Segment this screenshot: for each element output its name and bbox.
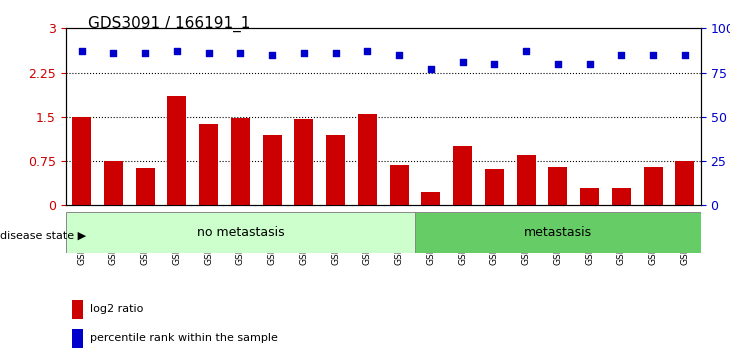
Point [488, 61, 500, 67]
Bar [390, 165, 409, 205]
Point [171, 48, 182, 54]
Bar [136, 168, 155, 205]
Point [139, 50, 151, 56]
Point [615, 52, 627, 58]
Bar [453, 146, 472, 205]
Bar [294, 119, 313, 205]
Point [679, 52, 691, 58]
Text: disease state ▶: disease state ▶ [0, 230, 86, 240]
Point [361, 48, 373, 54]
Bar [612, 188, 631, 205]
FancyBboxPatch shape [66, 212, 415, 253]
Bar [231, 118, 250, 205]
Bar [517, 155, 536, 205]
Point [393, 52, 405, 58]
Point [203, 50, 215, 56]
Bar [485, 169, 504, 205]
Point [425, 66, 437, 72]
Bar [263, 135, 282, 205]
Bar [104, 161, 123, 205]
Point [584, 61, 596, 67]
Point [298, 50, 310, 56]
Point [457, 59, 469, 65]
Point [648, 52, 659, 58]
Bar [167, 96, 186, 205]
Text: log2 ratio: log2 ratio [90, 304, 143, 314]
Point [107, 50, 119, 56]
Point [234, 50, 246, 56]
Bar [421, 192, 440, 205]
Bar [72, 300, 83, 319]
Point [266, 52, 278, 58]
Text: no metastasis: no metastasis [196, 226, 284, 239]
FancyBboxPatch shape [415, 212, 701, 253]
Bar [72, 329, 83, 348]
Bar [548, 167, 567, 205]
Point [552, 61, 564, 67]
Bar [199, 124, 218, 205]
Point [520, 48, 532, 54]
Bar [326, 135, 345, 205]
Bar [358, 114, 377, 205]
Bar [644, 167, 663, 205]
Text: metastasis: metastasis [524, 226, 592, 239]
Bar [580, 188, 599, 205]
Point [330, 50, 342, 56]
Point [76, 48, 88, 54]
Text: GDS3091 / 166191_1: GDS3091 / 166191_1 [88, 16, 250, 32]
Bar [675, 161, 694, 205]
Text: percentile rank within the sample: percentile rank within the sample [90, 333, 277, 343]
Bar [72, 118, 91, 205]
